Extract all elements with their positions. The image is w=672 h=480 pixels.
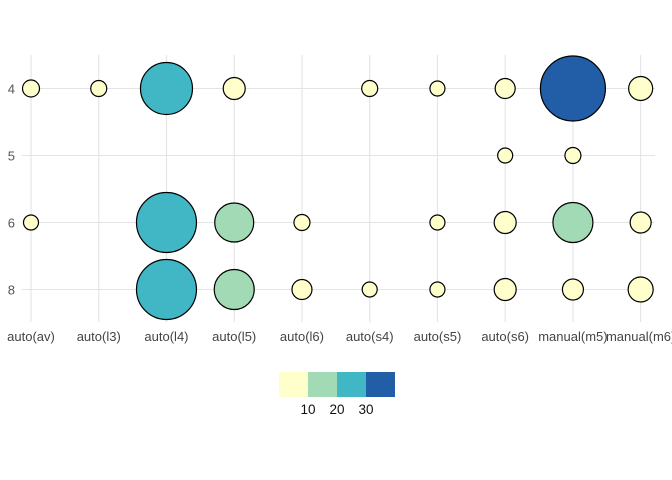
bubble-auto(l5)-cyl6 <box>214 202 255 243</box>
bubble-auto(s6)-cyl4 <box>494 77 516 100</box>
legend-segment->30 <box>366 372 395 397</box>
legend-tick-10: 10 <box>300 402 316 417</box>
bubble-auto(av)-cyl4 <box>21 79 41 98</box>
bubble-manual(m5)-cyl6 <box>552 201 594 244</box>
bubble-auto(s6)-cyl8 <box>493 277 517 302</box>
x-tick-label-manual(m5): manual(m5) <box>538 329 608 344</box>
legend-segment-10-20 <box>308 372 337 397</box>
legend-tick-20: 20 <box>329 402 345 417</box>
y-tick-label-4: 4 <box>7 81 15 96</box>
bubble-auto(s5)-cyl4 <box>429 80 446 97</box>
bubble-auto(s6)-cyl5 <box>497 147 514 164</box>
fill-color-legend: 10 20 30 <box>279 372 395 416</box>
bubble-auto(l4)-cyl8 <box>135 258 198 321</box>
y-tick-label-6: 6 <box>7 215 15 230</box>
x-tick-label-auto(s5): auto(s5) <box>413 329 462 344</box>
x-tick-label-auto(l6): auto(l6) <box>279 329 324 344</box>
y-tick-label-8: 8 <box>7 282 15 297</box>
x-tick-label-auto(l3): auto(l3) <box>76 329 121 344</box>
bubble-auto(s4)-cyl4 <box>361 79 379 98</box>
x-tick-label-manual(m6): manual(m6) <box>605 329 672 344</box>
bubble-auto(av)-cyl6 <box>22 214 40 231</box>
x-tick-label-auto(s4): auto(s4) <box>345 329 394 344</box>
legend-segment-<10 <box>279 372 308 397</box>
bubble-manual(m6)-cyl6 <box>629 211 652 234</box>
legend-tick-30: 30 <box>358 402 374 417</box>
bubble-auto(l6)-cyl8 <box>291 278 313 301</box>
bubble-auto(s6)-cyl6 <box>493 210 517 235</box>
bubble-manual(m5)-cyl4 <box>539 55 607 122</box>
bubble-auto(s5)-cyl8 <box>429 281 446 298</box>
bubble-manual(m5)-cyl5 <box>564 146 582 165</box>
x-tick-label-auto(s6): auto(s6) <box>481 329 530 344</box>
bubble-manual(m6)-cyl4 <box>628 75 654 102</box>
y-tick-label-5: 5 <box>7 148 15 163</box>
bubble-auto(l6)-cyl6 <box>293 213 311 232</box>
legend-segment-20-30 <box>337 372 366 397</box>
x-tick-label-auto(l5): auto(l5) <box>212 329 257 344</box>
bubble-auto(l4)-cyl4 <box>139 61 194 116</box>
bubble-auto(s4)-cyl8 <box>361 281 378 298</box>
bubble-auto(l5)-cyl8 <box>213 268 255 311</box>
bubble-manual(m6)-cyl8 <box>627 276 654 303</box>
bubble-auto(l5)-cyl4 <box>222 76 246 101</box>
bubble-auto(l3)-cyl4 <box>90 79 108 98</box>
bubble-auto(s5)-cyl6 <box>429 214 446 231</box>
x-tick-label-auto(l4): auto(l4) <box>144 329 189 344</box>
bubble-manual(m5)-cyl8 <box>561 278 585 301</box>
bubble-auto(l4)-cyl6 <box>135 191 198 254</box>
legend-color-bar <box>279 372 395 397</box>
x-tick-label-auto(av): auto(av) <box>7 329 55 344</box>
